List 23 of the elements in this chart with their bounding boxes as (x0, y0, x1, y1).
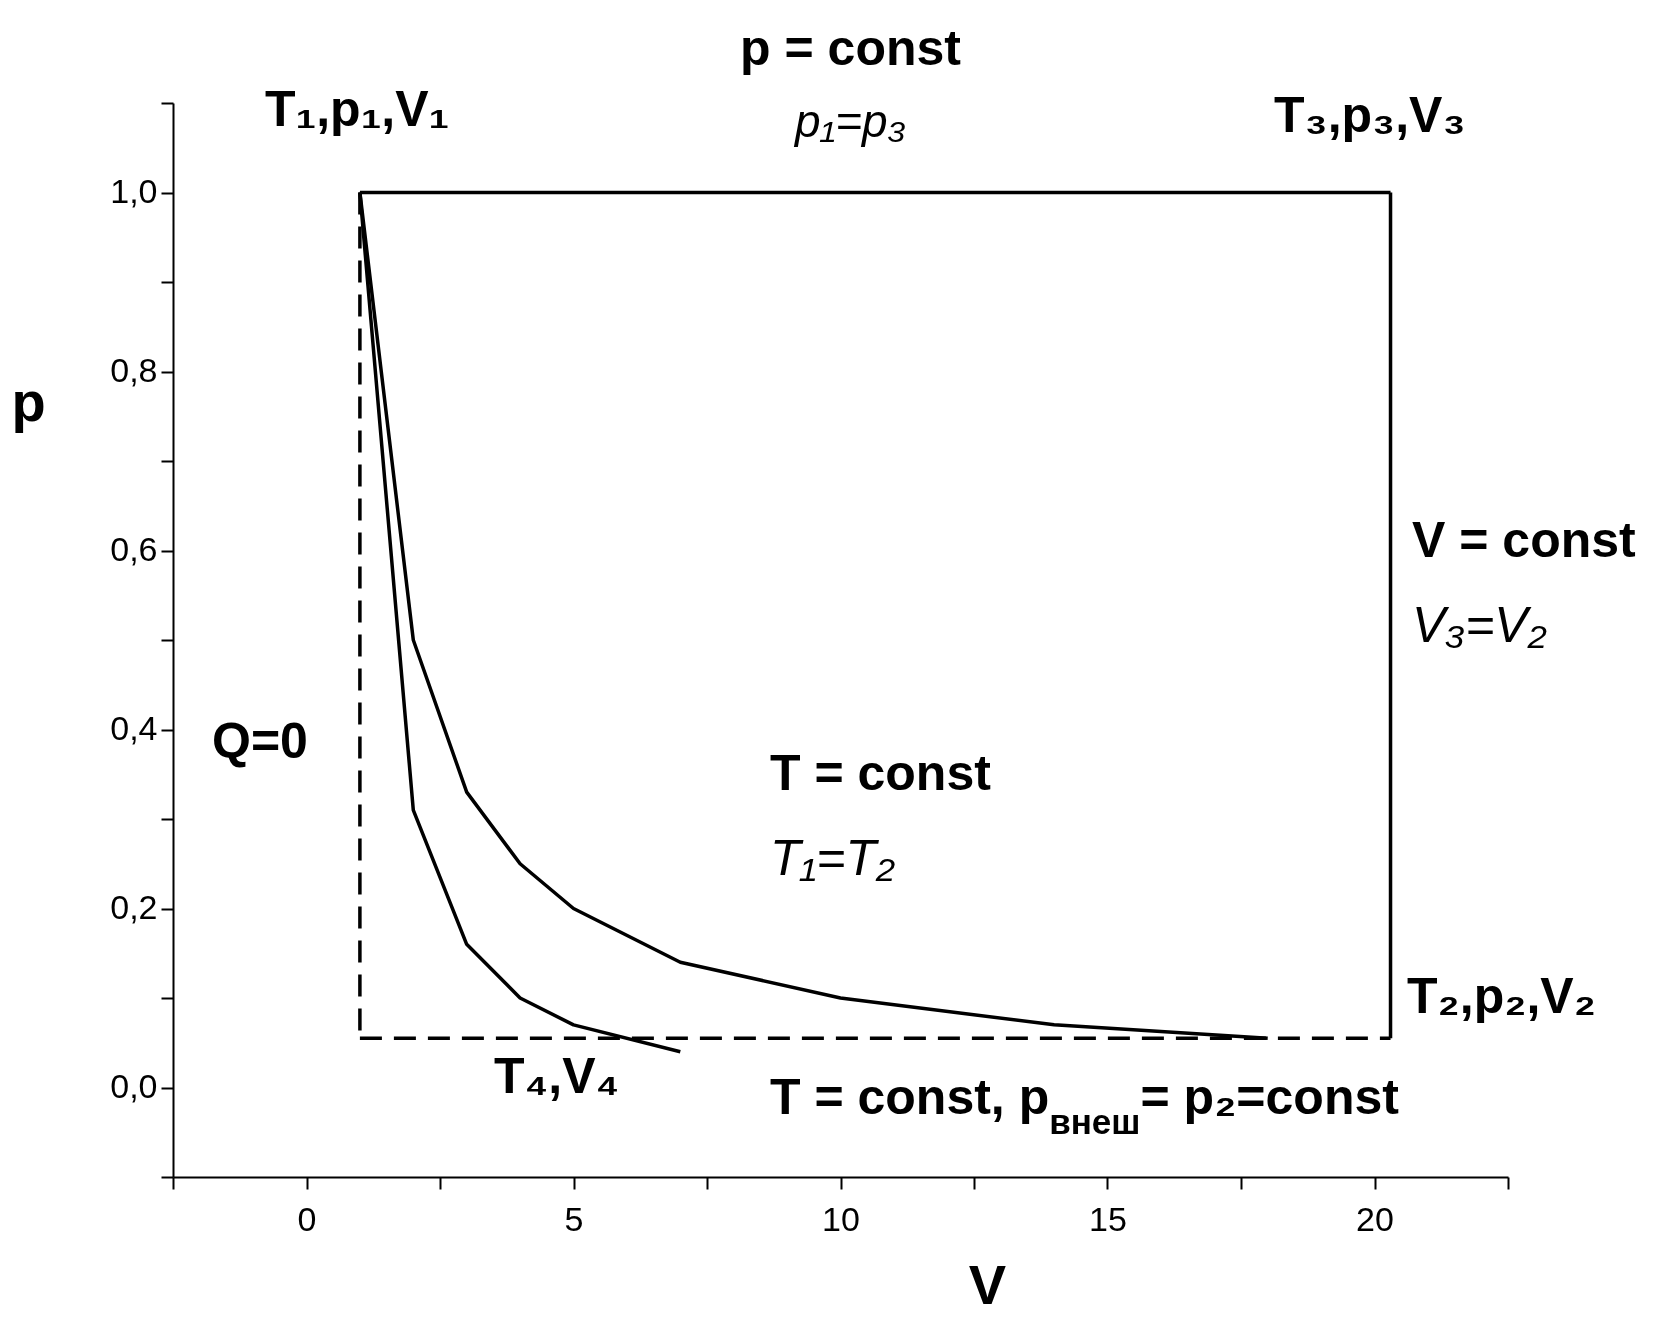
annotation: V = const V₃=V₂ (1412, 512, 1637, 653)
annotation: T₄,V₄ (494, 1048, 620, 1104)
annotation: T₁,p₁,V₁ (265, 81, 450, 137)
x-tick-label: 5 (564, 1199, 584, 1238)
x-axis-title: V (968, 1252, 1007, 1316)
y-tick-label: 0,6 (110, 530, 158, 568)
annotation: Q=0 (212, 713, 308, 769)
annotation: T = const T₁=T₂ (770, 745, 992, 886)
y-tick-label: 1,0 (110, 172, 158, 210)
y-tick-label: 0,0 (110, 1067, 158, 1105)
chart-subtitle: p₁=p₃ (793, 95, 906, 147)
y-tick-label: 0,4 (110, 709, 158, 747)
x-tick-label: 0 (297, 1199, 317, 1238)
y-tick-label: 0,2 (110, 888, 158, 926)
x-tick-label: 15 (1089, 1199, 1127, 1238)
x-tick-label: 10 (822, 1199, 860, 1238)
chart-title: p = const (740, 20, 962, 76)
y-tick-label: 0,8 (110, 351, 158, 389)
x-tick-label: 20 (1356, 1199, 1394, 1238)
annotation: T₂,p₂,V₂ (1407, 968, 1596, 1024)
y-axis-title: p (11, 369, 46, 433)
annotation: T₃,p₃,V₃ (1274, 87, 1466, 143)
annotation: T = const, p$_{внеш}$= p₂=const (770, 1069, 1400, 1141)
